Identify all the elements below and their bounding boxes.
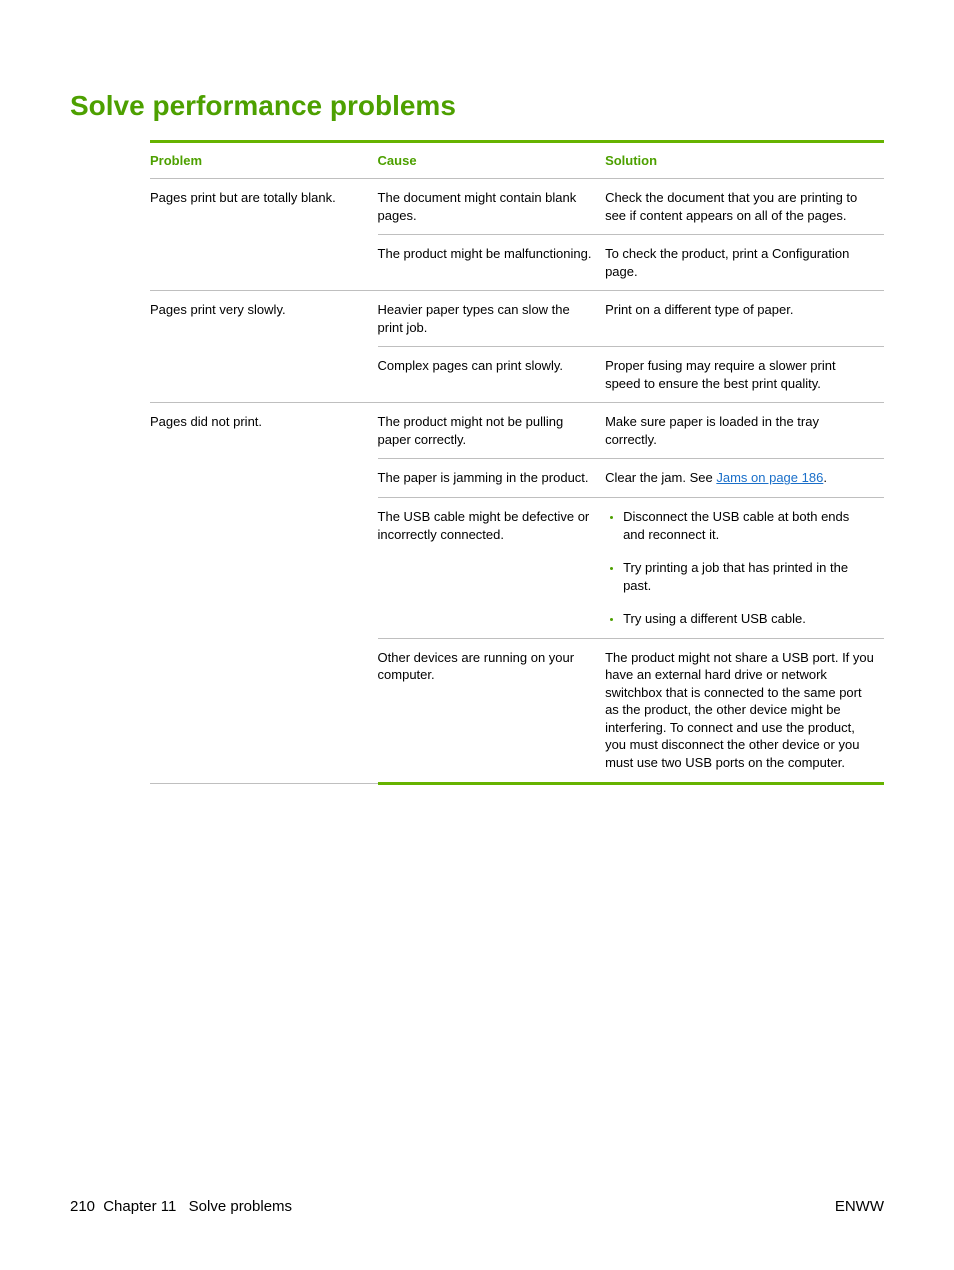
solution-text-suffix: . xyxy=(823,470,827,485)
table-row: Pages print but are totally blank. The d… xyxy=(150,179,884,235)
solution-list: Disconnect the USB cable at both ends an… xyxy=(605,508,874,628)
solution-text-prefix: Clear the jam. See xyxy=(605,470,716,485)
cell-solution: Clear the jam. See Jams on page 186. xyxy=(605,459,884,498)
page-footer: 210 Chapter 11 Solve problems ENWW xyxy=(70,1198,884,1215)
cell-problem: Pages print very slowly. xyxy=(150,291,378,403)
cell-solution: Check the document that you are printing… xyxy=(605,179,884,235)
page-title: Solve performance problems xyxy=(70,90,884,122)
solution-list-item: Try printing a job that has printed in t… xyxy=(623,559,874,594)
cell-solution: The product might not share a USB port. … xyxy=(605,638,884,783)
troubleshoot-table: Problem Cause Solution Pages print but a… xyxy=(150,140,884,785)
solution-list-item: Disconnect the USB cable at both ends an… xyxy=(623,508,874,543)
page-content: Solve performance problems Problem Cause… xyxy=(0,0,954,785)
solution-list-item: Try using a different USB cable. xyxy=(623,610,874,628)
table-row: Pages did not print. The product might n… xyxy=(150,403,884,459)
jams-link[interactable]: Jams on page 186 xyxy=(716,470,823,485)
cell-solution: Make sure paper is loaded in the tray co… xyxy=(605,403,884,459)
cell-solution: Disconnect the USB cable at both ends an… xyxy=(605,498,884,639)
footer-right: ENWW xyxy=(835,1198,884,1215)
col-header-cause: Cause xyxy=(378,142,606,179)
footer-left: 210 Chapter 11 Solve problems xyxy=(70,1198,296,1215)
col-header-problem: Problem xyxy=(150,142,378,179)
cell-solution: Print on a different type of paper. xyxy=(605,291,884,347)
cell-solution: Proper fusing may require a slower print… xyxy=(605,347,884,403)
footer-chapter: Chapter 11 xyxy=(103,1198,176,1215)
cell-cause: Complex pages can print slowly. xyxy=(378,347,606,403)
troubleshoot-table-wrap: Problem Cause Solution Pages print but a… xyxy=(150,140,884,785)
table-row: Pages print very slowly. Heavier paper t… xyxy=(150,291,884,347)
cell-cause: The USB cable might be defective or inco… xyxy=(378,498,606,639)
cell-cause: The product might be malfunctioning. xyxy=(378,235,606,291)
cell-problem: Pages did not print. xyxy=(150,403,378,783)
cell-cause: Other devices are running on your comput… xyxy=(378,638,606,783)
cell-solution: To check the product, print a Configurat… xyxy=(605,235,884,291)
table-header-row: Problem Cause Solution xyxy=(150,142,884,179)
cell-cause: Heavier paper types can slow the print j… xyxy=(378,291,606,347)
cell-cause: The paper is jamming in the product. xyxy=(378,459,606,498)
cell-problem: Pages print but are totally blank. xyxy=(150,179,378,291)
footer-page-number: 210 xyxy=(70,1198,95,1215)
cell-cause: The product might not be pulling paper c… xyxy=(378,403,606,459)
footer-chapter-title: Solve problems xyxy=(189,1198,292,1215)
cell-cause: The document might contain blank pages. xyxy=(378,179,606,235)
col-header-solution: Solution xyxy=(605,142,884,179)
